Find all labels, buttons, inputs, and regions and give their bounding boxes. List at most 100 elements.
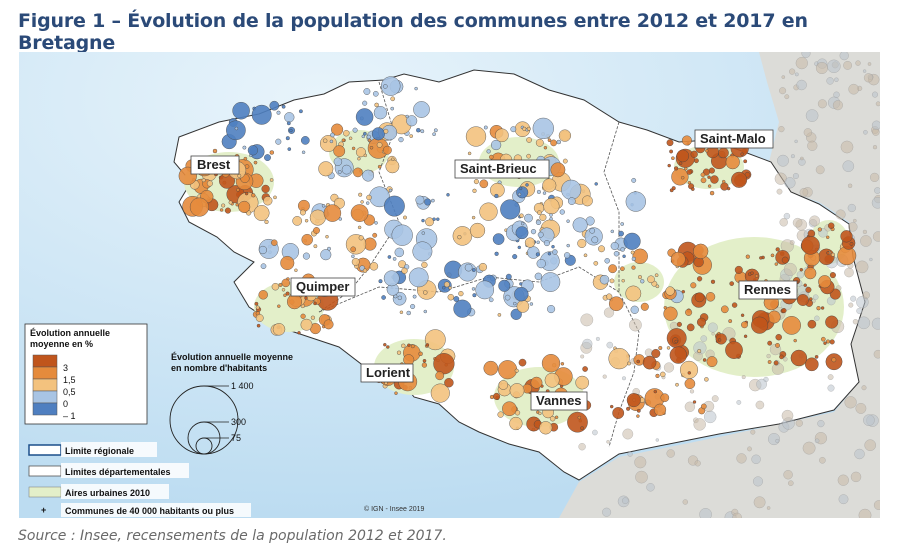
- commune-circle: [469, 222, 486, 239]
- commune-circle: [849, 241, 854, 246]
- commune-circle: [681, 175, 685, 180]
- commune-circle: [805, 286, 812, 293]
- commune-circle: [627, 361, 631, 366]
- neighbor-commune-circle: [711, 395, 719, 402]
- quimper-label[interactable]: Quimper: [296, 279, 349, 294]
- commune-circle: [366, 194, 372, 201]
- commune-circle: [337, 170, 342, 174]
- commune-circle: [383, 195, 405, 217]
- commune-circle: [276, 110, 281, 115]
- neighbor-commune-circle: [736, 400, 742, 405]
- commune-circle: [385, 159, 400, 174]
- commune-circle: [391, 157, 395, 162]
- commune-circle: [433, 353, 455, 375]
- neighbor-commune-circle: [870, 172, 880, 182]
- lorient-label[interactable]: Lorient: [366, 365, 411, 380]
- commune-circle: [423, 290, 428, 295]
- commune-circle: [232, 102, 250, 120]
- commune-circle: [369, 145, 374, 150]
- commune-circle: [589, 227, 596, 234]
- neighbor-commune-circle: [794, 72, 799, 77]
- commune-circle: [567, 411, 588, 433]
- commune-circle: [613, 250, 620, 257]
- neighbor-commune-circle: [689, 389, 695, 394]
- commune-circle: [285, 136, 290, 141]
- map-frame[interactable]: Brest Saint-Brieuc Saint-Malo Quimper Lo…: [19, 52, 880, 518]
- neighbor-commune-circle: [736, 453, 747, 464]
- legend-size-scale: Évolution annuelle moyenne en nombre d'h…: [169, 352, 293, 455]
- commune-circle: [284, 112, 295, 123]
- commune-circle: [287, 294, 303, 310]
- neighbor-commune-circle: [783, 356, 788, 362]
- commune-circle: [269, 150, 275, 155]
- commune-circle: [524, 237, 536, 248]
- commune-circle: [526, 153, 531, 159]
- commune-circle: [283, 293, 287, 298]
- commune-circle: [435, 371, 445, 381]
- commune-circle: [781, 308, 787, 314]
- commune-circle: [323, 319, 334, 330]
- saint-brieuc-label[interactable]: Saint-Brieuc: [460, 161, 537, 176]
- commune-circle: [219, 208, 224, 212]
- commune-circle: [398, 136, 404, 143]
- neighbor-commune-circle: [777, 154, 789, 167]
- rennes-label[interactable]: Rennes: [744, 282, 791, 297]
- commune-circle: [281, 288, 286, 292]
- commune-circle: [356, 147, 367, 158]
- commune-circle: [829, 339, 835, 345]
- commune-circle: [717, 338, 722, 342]
- commune-circle: [663, 306, 678, 321]
- commune-circle: [244, 191, 249, 196]
- commune-circle: [676, 321, 682, 327]
- vannes-label-box: [530, 391, 588, 411]
- commune-circle: [269, 100, 280, 111]
- commune-circle: [696, 276, 703, 282]
- commune-circle: [660, 371, 666, 378]
- commune-circle: [235, 202, 239, 207]
- neighbor-commune-circle: [863, 414, 875, 426]
- commune-circle: [750, 271, 754, 275]
- commune-circle: [234, 126, 239, 131]
- commune-circle: [396, 350, 402, 355]
- legend: Évolution annuelle moyenne en % 3 1,5 0,…: [24, 323, 425, 517]
- neighbor-commune-circle: [789, 240, 795, 245]
- commune-circle: [542, 191, 547, 195]
- commune-circle: [310, 315, 315, 320]
- commune-circle: [809, 297, 813, 301]
- commune-circle: [251, 104, 272, 125]
- neighbor-commune-circle: [875, 101, 880, 107]
- brest-label[interactable]: Brest: [197, 157, 231, 172]
- lorient-label-box: [360, 363, 414, 383]
- commune-circle: [734, 265, 743, 274]
- neighbor-commune-circle: [775, 438, 780, 443]
- commune-circle: [497, 313, 502, 317]
- commune-circle: [631, 256, 636, 261]
- commune-circle: [472, 293, 477, 298]
- commune-circle: [425, 217, 434, 227]
- commune-circle: [369, 262, 379, 271]
- commune-circles: [178, 52, 880, 518]
- commune-circle: [640, 279, 645, 284]
- saint-malo-label[interactable]: Saint-Malo: [700, 131, 766, 146]
- commune-circle: [304, 296, 308, 300]
- commune-circle: [694, 292, 705, 303]
- commune-circle: [398, 260, 406, 269]
- commune-circle: [690, 282, 697, 289]
- neighbor-commune-circle: [606, 341, 614, 349]
- commune-circle: [273, 195, 277, 200]
- commune-circle: [409, 134, 414, 138]
- commune-circle: [563, 252, 571, 259]
- commune-circle: [348, 136, 353, 141]
- commune-circle: [551, 244, 555, 249]
- commune-circle: [706, 356, 718, 367]
- commune-circle: [651, 349, 661, 359]
- commune-circle: [636, 408, 641, 413]
- commune-circle: [740, 313, 745, 317]
- vannes-label[interactable]: Vannes: [536, 393, 582, 408]
- commune-circle: [743, 334, 748, 338]
- commune-circle: [294, 268, 298, 273]
- commune-circle: [725, 154, 740, 170]
- neighbor-commune-circle: [792, 217, 803, 228]
- neighbor-commune-circle: [756, 378, 767, 390]
- commune-circle: [475, 280, 495, 300]
